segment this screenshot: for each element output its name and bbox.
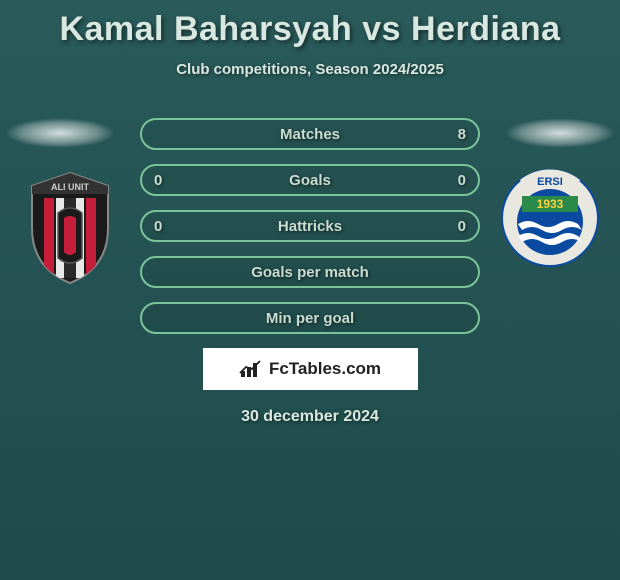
circle-badge-icon: ERSI 1933 [500, 168, 600, 268]
stat-right-value: 8 [458, 126, 466, 143]
bar-chart-icon [239, 359, 263, 379]
stat-row-goals: 0 Goals 0 [140, 164, 480, 196]
stat-rows: Matches 8 0 Goals 0 0 Hattricks 0 Goals … [140, 118, 480, 334]
stat-row-mpg: Min per goal [140, 302, 480, 334]
date-line: 30 december 2024 [0, 408, 620, 426]
club-right-year: 1933 [537, 197, 564, 211]
club-logo-right: ERSI 1933 [500, 168, 600, 268]
stat-label: Hattricks [278, 218, 342, 235]
club-logo-left: ALI UNIT [20, 168, 120, 268]
stat-label: Matches [280, 126, 340, 143]
club-right-toptext: ERSI [537, 176, 563, 188]
stat-right-value: 0 [458, 172, 466, 189]
main-area: ALI UNIT ERSI 1933 [0, 118, 620, 426]
stat-row-matches: Matches 8 [140, 118, 480, 150]
stat-label: Goals [289, 172, 331, 189]
stat-left-value: 0 [154, 172, 162, 189]
brand-text: FcTables.com [269, 359, 381, 379]
stat-left-value: 0 [154, 218, 162, 235]
player-shadow-right [505, 118, 615, 148]
player-shadow-left [5, 118, 115, 148]
stat-row-hattricks: 0 Hattricks 0 [140, 210, 480, 242]
club-left-toptext: ALI UNIT [51, 182, 89, 192]
stat-label: Goals per match [251, 264, 369, 281]
comparison-title: Kamal Baharsyah vs Herdiana [0, 0, 620, 49]
stat-row-gpm: Goals per match [140, 256, 480, 288]
season-subtitle: Club competitions, Season 2024/2025 [0, 61, 620, 78]
stat-right-value: 0 [458, 218, 466, 235]
brand-box[interactable]: FcTables.com [203, 348, 418, 390]
stat-label: Min per goal [266, 310, 354, 327]
shield-icon: ALI UNIT [20, 168, 120, 288]
